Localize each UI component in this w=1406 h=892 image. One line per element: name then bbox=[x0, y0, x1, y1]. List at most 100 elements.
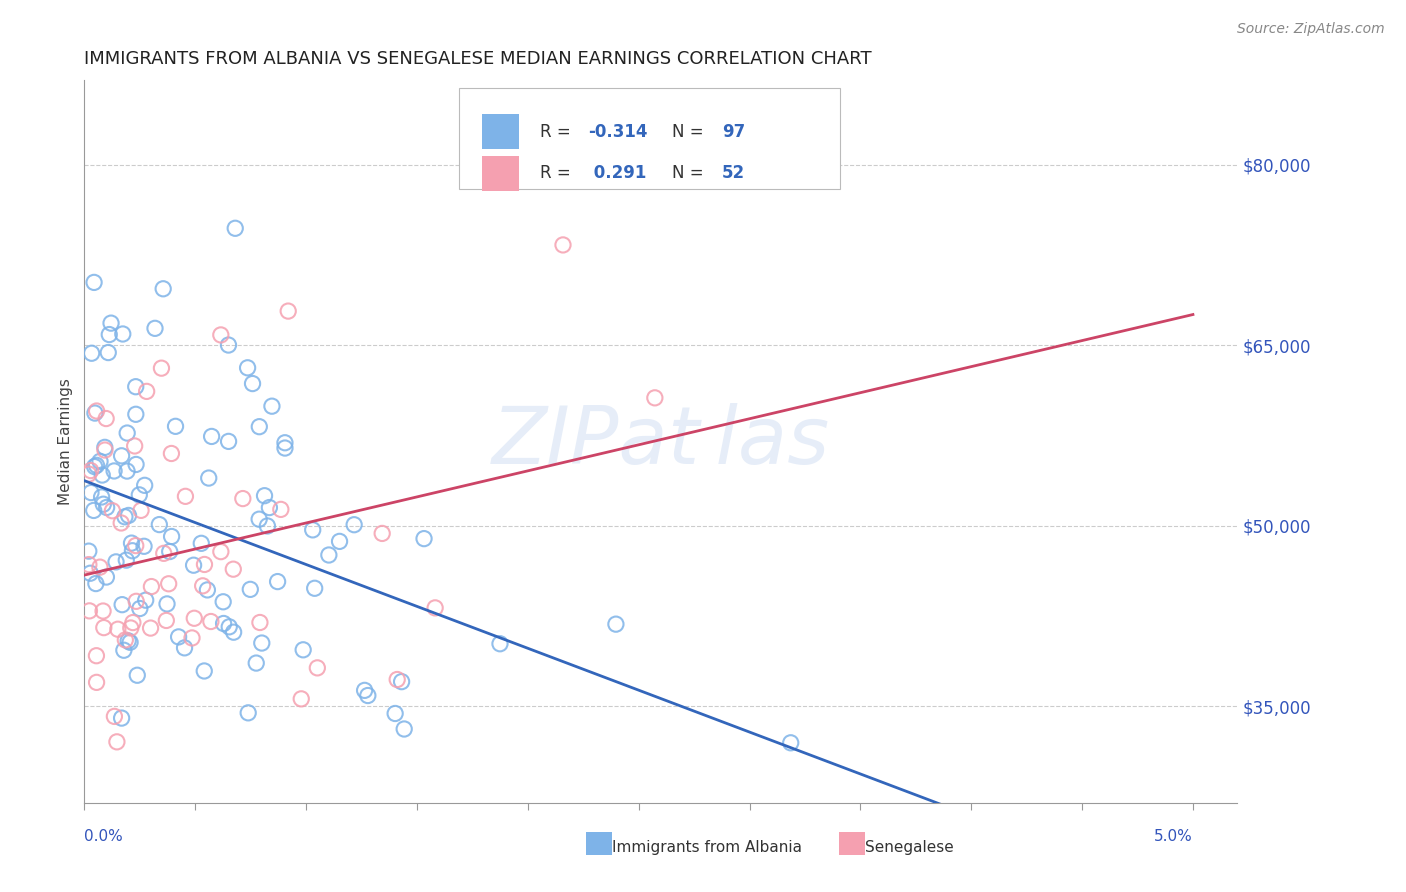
Point bbox=[201, 429, 224, 443]
Point bbox=[80, 346, 103, 360]
Point bbox=[135, 593, 157, 607]
Point bbox=[209, 544, 232, 558]
Text: R =: R = bbox=[540, 164, 576, 183]
Point bbox=[353, 683, 375, 698]
Point bbox=[159, 544, 181, 558]
Point bbox=[266, 574, 288, 589]
Point bbox=[129, 503, 152, 517]
Point bbox=[343, 517, 366, 532]
Point bbox=[79, 604, 101, 618]
Point bbox=[148, 517, 170, 532]
Point bbox=[218, 620, 240, 634]
Text: IMMIGRANTS FROM ALBANIA VS SENEGALESE MEDIAN EARNINGS CORRELATION CHART: IMMIGRANTS FROM ALBANIA VS SENEGALESE ME… bbox=[84, 50, 872, 68]
Point bbox=[371, 526, 394, 541]
Point bbox=[259, 500, 281, 515]
Point bbox=[84, 576, 107, 591]
Point bbox=[80, 464, 103, 478]
Point bbox=[96, 500, 118, 515]
Point bbox=[238, 706, 260, 720]
Point bbox=[83, 503, 105, 517]
Point bbox=[197, 582, 219, 597]
Point bbox=[89, 560, 111, 574]
Point bbox=[115, 464, 138, 478]
Point bbox=[114, 509, 136, 524]
Point bbox=[110, 516, 132, 530]
Point bbox=[143, 321, 166, 335]
Point bbox=[152, 546, 174, 560]
Point bbox=[489, 637, 512, 651]
Point bbox=[115, 425, 138, 440]
Point bbox=[173, 640, 195, 655]
Point bbox=[77, 558, 100, 572]
Point bbox=[97, 345, 120, 359]
Point bbox=[101, 504, 124, 518]
Point bbox=[551, 238, 574, 252]
Point bbox=[128, 601, 150, 615]
Point bbox=[91, 604, 114, 618]
Point bbox=[121, 543, 143, 558]
Point bbox=[274, 441, 297, 455]
Point bbox=[779, 736, 801, 750]
Point bbox=[155, 614, 177, 628]
Point bbox=[183, 611, 205, 625]
Point bbox=[232, 491, 254, 506]
Point bbox=[77, 544, 100, 558]
FancyBboxPatch shape bbox=[482, 156, 519, 191]
Text: 0.291: 0.291 bbox=[588, 164, 647, 183]
Point bbox=[212, 616, 235, 631]
Point bbox=[644, 391, 666, 405]
Text: ZIPat las: ZIPat las bbox=[492, 402, 830, 481]
Point bbox=[89, 454, 111, 468]
Point bbox=[191, 579, 214, 593]
Point bbox=[384, 706, 406, 721]
Point bbox=[209, 327, 232, 342]
Point bbox=[270, 502, 292, 516]
Point bbox=[115, 553, 138, 567]
Text: 0.0%: 0.0% bbox=[84, 830, 124, 845]
Point bbox=[274, 435, 297, 450]
Point bbox=[91, 497, 114, 511]
Text: 52: 52 bbox=[721, 164, 745, 183]
Y-axis label: Median Earnings: Median Earnings bbox=[58, 378, 73, 505]
Point bbox=[605, 617, 627, 632]
Point bbox=[150, 361, 173, 376]
Point bbox=[236, 360, 259, 375]
Point bbox=[141, 580, 163, 594]
Point bbox=[242, 376, 264, 391]
Point bbox=[125, 380, 148, 394]
Text: N =: N = bbox=[672, 122, 709, 141]
Point bbox=[103, 464, 125, 478]
Text: 5.0%: 5.0% bbox=[1154, 830, 1192, 845]
Point bbox=[292, 642, 315, 657]
Point bbox=[200, 615, 222, 629]
Point bbox=[111, 326, 134, 341]
Point bbox=[100, 316, 122, 330]
Point bbox=[79, 566, 101, 581]
Point bbox=[125, 539, 148, 553]
Point bbox=[290, 691, 312, 706]
Point bbox=[94, 443, 117, 458]
FancyBboxPatch shape bbox=[482, 114, 519, 149]
Point bbox=[328, 534, 350, 549]
Point bbox=[249, 615, 271, 630]
Point bbox=[93, 621, 115, 635]
Point bbox=[86, 404, 108, 418]
Text: N =: N = bbox=[672, 164, 709, 183]
Point bbox=[156, 597, 179, 611]
Point bbox=[181, 631, 204, 645]
Point bbox=[260, 399, 283, 413]
Point bbox=[107, 622, 129, 636]
Point bbox=[90, 490, 112, 504]
FancyBboxPatch shape bbox=[460, 87, 839, 189]
Point bbox=[304, 582, 326, 596]
Point bbox=[128, 488, 150, 502]
Point bbox=[212, 595, 235, 609]
Point bbox=[157, 576, 180, 591]
Point bbox=[83, 276, 105, 290]
Point bbox=[105, 735, 128, 749]
Point bbox=[121, 536, 143, 550]
Point bbox=[112, 643, 135, 657]
Point bbox=[117, 633, 139, 648]
Point bbox=[125, 594, 148, 608]
Point bbox=[127, 668, 149, 682]
